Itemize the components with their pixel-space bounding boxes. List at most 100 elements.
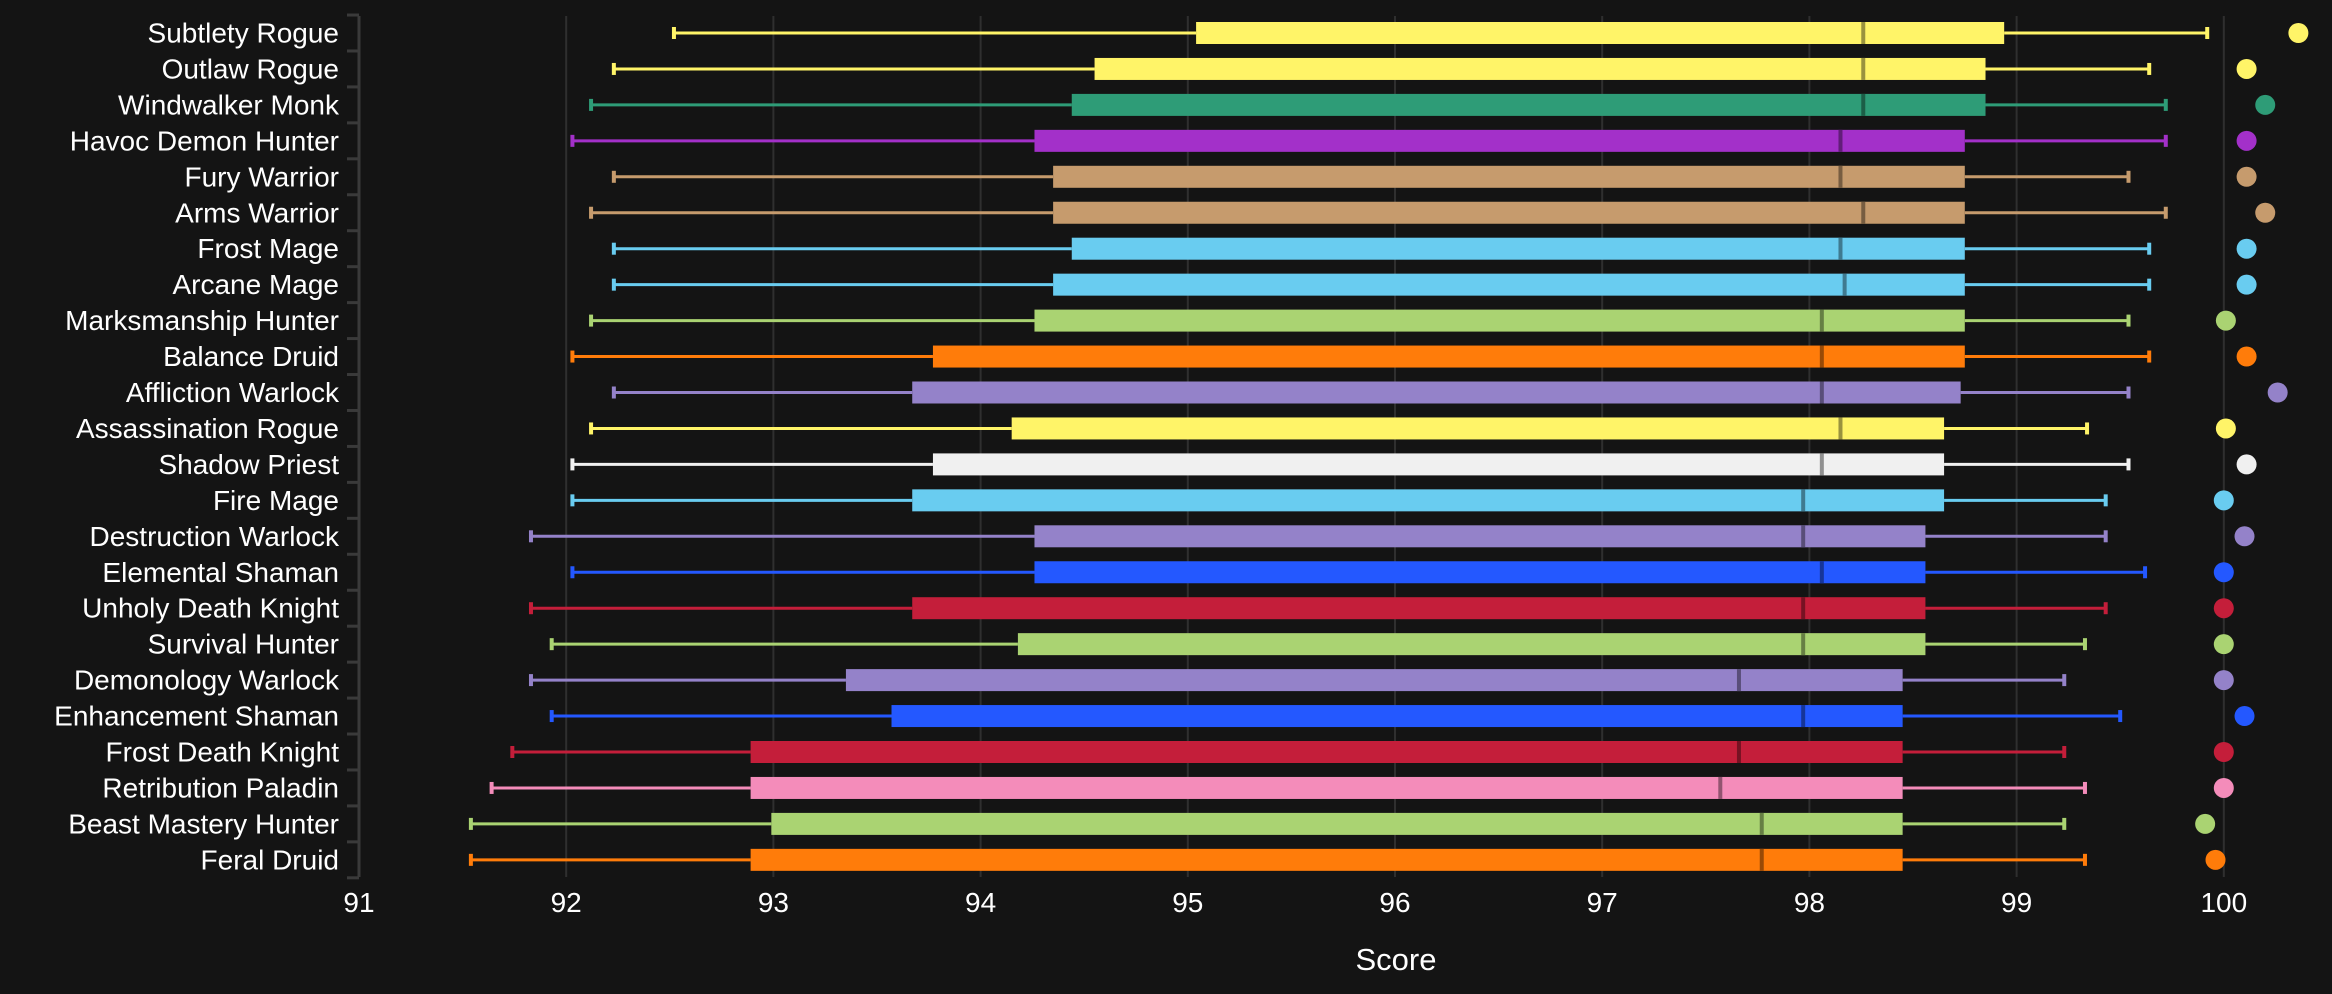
x-tick-label: 92 [551, 887, 582, 918]
point-marker [2215, 418, 2236, 439]
category-label: Fury Warrior [184, 161, 339, 192]
point-marker [2213, 777, 2234, 798]
point-marker [2236, 166, 2257, 187]
box-affliction-warlock[interactable] [611, 381, 2288, 404]
category-label: Arms Warrior [175, 197, 339, 228]
category-label: Balance Druid [163, 341, 339, 372]
iqr-box [912, 489, 1945, 512]
category-label: Havoc Demon Hunter [70, 125, 339, 156]
category-label: Unholy Death Knight [82, 593, 339, 624]
point-marker [2234, 706, 2255, 727]
iqr-box [1094, 57, 1986, 80]
box-arcane-mage[interactable] [611, 273, 2257, 296]
point-marker [2213, 598, 2234, 619]
point-marker [2236, 274, 2257, 295]
box-demonology-warlock[interactable] [528, 669, 2234, 692]
point-marker [2236, 454, 2257, 475]
box-frost-mage[interactable] [611, 237, 2257, 260]
point-marker [2195, 813, 2216, 834]
iqr-box [1196, 22, 2005, 44]
point-marker [2236, 238, 2257, 259]
x-axis-title: Score [1356, 942, 1437, 977]
category-label: Arcane Mage [172, 269, 339, 300]
category-label: Subtlety Rogue [148, 18, 339, 49]
box-elemental-shaman[interactable] [570, 561, 2234, 584]
x-tick-label: 96 [1379, 887, 1410, 918]
point-marker [2215, 310, 2236, 331]
category-label: Feral Druid [201, 844, 339, 875]
category-label: Assassination Rogue [76, 413, 339, 444]
box-subtlety-rogue[interactable] [671, 22, 2309, 44]
box-havoc-demon-hunter[interactable] [570, 129, 2257, 152]
x-tick-label: 99 [2001, 887, 2032, 918]
iqr-box [912, 597, 1926, 620]
point-marker [2205, 849, 2226, 870]
iqr-box [1034, 525, 1926, 548]
box-feral-druid[interactable] [468, 848, 2226, 871]
y-axis: Subtlety Rogue Outlaw Rogue Windwalker Mon… [54, 13, 361, 880]
category-label: Retribution Paladin [102, 772, 339, 803]
box-destruction-warlock[interactable] [528, 525, 2255, 548]
box-outlaw-rogue[interactable] [611, 57, 2257, 80]
iqr-box [1034, 309, 1965, 332]
x-tick-label: 100 [2200, 887, 2247, 918]
iqr-box [932, 453, 1945, 476]
point-marker [2236, 58, 2257, 79]
x-tick-label: 94 [965, 887, 996, 918]
x-tick-label: 91 [343, 887, 374, 918]
iqr-box [1053, 165, 1965, 188]
boxes [468, 22, 2309, 871]
point-marker [2236, 346, 2257, 367]
x-tick-label: 97 [1587, 887, 1618, 918]
iqr-box [1034, 129, 1965, 152]
point-marker [2255, 202, 2276, 223]
point-marker [2213, 562, 2234, 583]
point-marker [2236, 130, 2257, 151]
box-marksmanship-hunter[interactable] [589, 309, 2236, 332]
point-marker [2234, 526, 2255, 547]
x-tick-label: 95 [1172, 887, 1203, 918]
iqr-box [1071, 93, 1986, 116]
point-marker [2288, 23, 2309, 43]
box-beast-mastery-hunter[interactable] [468, 812, 2216, 835]
iqr-box [891, 705, 1903, 728]
category-label: Frost Death Knight [106, 737, 340, 768]
box-frost-death-knight[interactable] [510, 741, 2234, 763]
category-label: Windwalker Monk [118, 89, 340, 120]
point-marker [2213, 742, 2234, 762]
box-assassination-rogue[interactable] [589, 417, 2236, 440]
box-windwalker-monk[interactable] [589, 93, 2276, 116]
box-fire-mage[interactable] [570, 489, 2234, 512]
iqr-box [750, 776, 1903, 799]
category-label: Affliction Warlock [126, 377, 340, 408]
iqr-box [1053, 273, 1965, 296]
iqr-box [912, 381, 1961, 404]
point-marker [2213, 670, 2234, 691]
box-shadow-priest[interactable] [570, 453, 2257, 476]
iqr-box [845, 669, 1903, 692]
point-marker [2213, 490, 2234, 511]
box-fury-warrior[interactable] [611, 165, 2257, 188]
iqr-box [771, 812, 1903, 835]
iqr-box [750, 741, 1903, 763]
box-unholy-death-knight[interactable] [528, 597, 2234, 620]
category-label: Beast Mastery Hunter [68, 808, 339, 839]
category-label: Elemental Shaman [102, 557, 339, 588]
iqr-box [1011, 417, 1945, 440]
category-label: Shadow Priest [158, 449, 339, 480]
box-arms-warrior[interactable] [589, 201, 2276, 224]
iqr-box [1017, 633, 1926, 656]
iqr-box [932, 345, 1965, 368]
box-survival-hunter[interactable] [549, 633, 2234, 656]
x-tick-label: 93 [758, 887, 789, 918]
category-label: Fire Mage [213, 485, 339, 516]
iqr-box [1034, 561, 1926, 584]
category-label: Demonology Warlock [74, 665, 340, 696]
category-label: Survival Hunter [148, 629, 339, 660]
x-axis-ticks: 91 92 93 94 95 96 97 98 99 100 [343, 887, 2247, 918]
box-retribution-paladin[interactable] [489, 776, 2234, 799]
box-balance-druid[interactable] [570, 345, 2257, 368]
point-marker [2267, 382, 2288, 403]
box-enhancement-shaman[interactable] [549, 705, 2255, 728]
